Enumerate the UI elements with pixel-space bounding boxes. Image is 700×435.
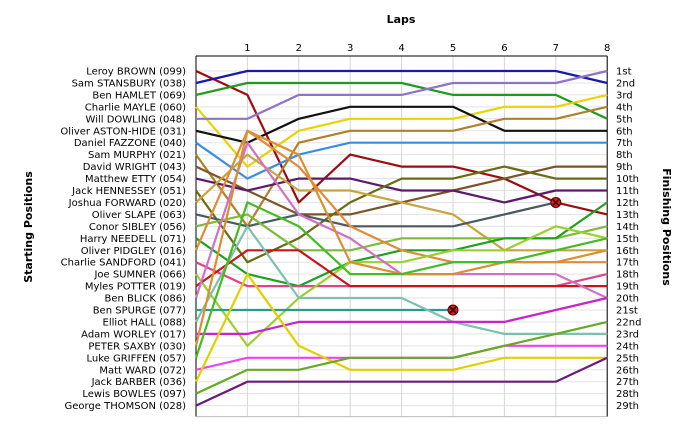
starting-position-label: Oliver PIDGLEY (016) [81, 246, 186, 257]
series-line [195, 105, 608, 144]
lap-tick-label: 7 [553, 43, 559, 54]
retirement-markers [447, 196, 562, 316]
finishing-position-label: 5th [616, 114, 633, 125]
finishing-position-label: 12th [616, 198, 639, 209]
finishing-position-label: 28th [616, 389, 639, 400]
finishing-position-label: 3rd [616, 90, 633, 101]
finishing-position-label: 20th [616, 294, 639, 305]
starting-position-label: Joe SUMNER (066) [93, 270, 186, 281]
starting-position-label: Joshua FORWARD (020) [68, 198, 186, 209]
series-line [195, 356, 608, 407]
series-line [195, 81, 608, 120]
lap-tick-label: 6 [501, 43, 507, 54]
series-line [195, 141, 608, 180]
starting-position-label: Conor SIBLEY (056) [89, 222, 186, 233]
lap-tick-label: 8 [604, 43, 610, 54]
starting-position-label: Sam MURPHY (021) [88, 150, 186, 161]
starting-position-label: Luke GRIFFEN (057) [86, 353, 186, 364]
series-line [195, 273, 608, 383]
finishing-position-label: 8th [616, 150, 633, 161]
x-axis-title: Laps [387, 13, 416, 26]
series-line [194, 201, 608, 359]
starting-position-label: PETER SAXBY (030) [88, 341, 186, 352]
finishing-position-label: 2nd [616, 78, 635, 89]
finishing-position-label: 21st [616, 306, 638, 317]
series-line [195, 165, 608, 264]
series-line [195, 69, 608, 85]
finishing-position-label: 9th [616, 162, 633, 173]
lap-tick-label: 4 [398, 43, 404, 54]
lap-tick-label: 2 [296, 43, 302, 54]
left-axis-title: Starting Positions [22, 171, 35, 283]
finishing-position-label: 16th [616, 246, 639, 257]
starting-position-label: Matthew ETTY (054) [85, 174, 186, 185]
lap-tick-label: 5 [450, 43, 456, 54]
starting-position-label: Oliver SLAPE (063) [92, 210, 186, 221]
lap-tick-label: 3 [347, 43, 353, 54]
right-axis-title: Finishing Positions [660, 168, 673, 286]
starting-position-label: Jack HENNESSEY (051) [71, 186, 186, 197]
finishing-position-label: 7th [616, 138, 633, 149]
lap-tick-label: 1 [244, 43, 250, 54]
starting-position-label: Elliot HALL (088) [103, 317, 187, 328]
finishing-position-label: 27th [616, 377, 639, 388]
starting-position-label: Sam STANSBURY (038) [72, 78, 187, 89]
series-line [196, 296, 608, 335]
series-line [195, 177, 608, 204]
starting-position-label: Daniel FAZZONE (040) [74, 138, 186, 149]
finishing-position-label: 14th [616, 222, 639, 233]
finishing-position-label: 10th [616, 174, 639, 185]
finishing-position-label: 1st [616, 67, 632, 78]
finishing-position-label: 6th [616, 126, 633, 137]
starting-position-label: David WRIGHT (043) [83, 162, 186, 173]
starting-position-label: Oliver ASTON-HIDE (031) [60, 126, 186, 137]
finishing-position-label: 11th [616, 186, 639, 197]
retirement-marker-cross [449, 306, 457, 314]
finishing-position-label: 13th [616, 210, 639, 221]
starting-position-label: Jack BARBER (036) [91, 377, 186, 388]
finishing-position-label: 19th [616, 282, 639, 293]
finishing-position-label: 22nd [616, 317, 641, 328]
finishing-position-label: 29th [616, 401, 639, 412]
starting-position-label: George THOMSON (028) [64, 401, 186, 412]
series-line [195, 225, 608, 335]
retirement-marker-cross [552, 198, 560, 207]
finishing-position-label: 26th [616, 365, 639, 376]
starting-position-label: Harry NEEDELL (071) [80, 234, 186, 245]
starting-position-label: Myles POTTER (019) [85, 282, 186, 293]
starting-position-label: Matt WARD (072) [99, 365, 186, 376]
finishing-position-label: 23rd [616, 329, 639, 340]
starting-position-label: Ben SPURGE (077) [93, 306, 186, 317]
starting-position-label: Charlie MAYLE (060) [85, 102, 186, 113]
starting-position-label: Charlie SANDFORD (041) [61, 258, 186, 269]
starting-position-label: Ben BLICK (086) [104, 294, 186, 305]
series-line [195, 93, 608, 168]
series-lines [194, 69, 608, 407]
starting-position-label: Leroy BROWN (099) [86, 67, 186, 78]
finishing-position-label: 25th [616, 353, 639, 364]
starting-position-label: Adam WORLEY (017) [81, 329, 186, 340]
finishing-position-label: 17th [616, 258, 639, 269]
finishing-position-label: 24th [616, 341, 639, 352]
starting-position-label: Will DOWLING (048) [86, 114, 187, 125]
finishing-position-label: 4th [616, 102, 633, 113]
starting-position-label: Lewis BOWLES (097) [82, 389, 186, 400]
finishing-position-label: 15th [616, 234, 639, 245]
series-line [195, 320, 608, 395]
series-line [196, 69, 608, 120]
starting-position-label: Ben HAMLET (069) [92, 90, 186, 101]
finishing-position-label: 18th [616, 270, 639, 281]
axis-labels: 1 2 3 4 5 6 7 8 Leroy BROWN (099)Sam STANSBURY (… [60, 43, 641, 412]
series-line [195, 201, 557, 228]
